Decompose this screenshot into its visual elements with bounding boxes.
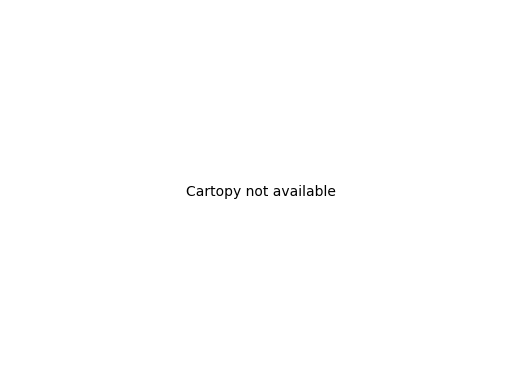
Text: Cartopy not available: Cartopy not available xyxy=(186,185,335,199)
